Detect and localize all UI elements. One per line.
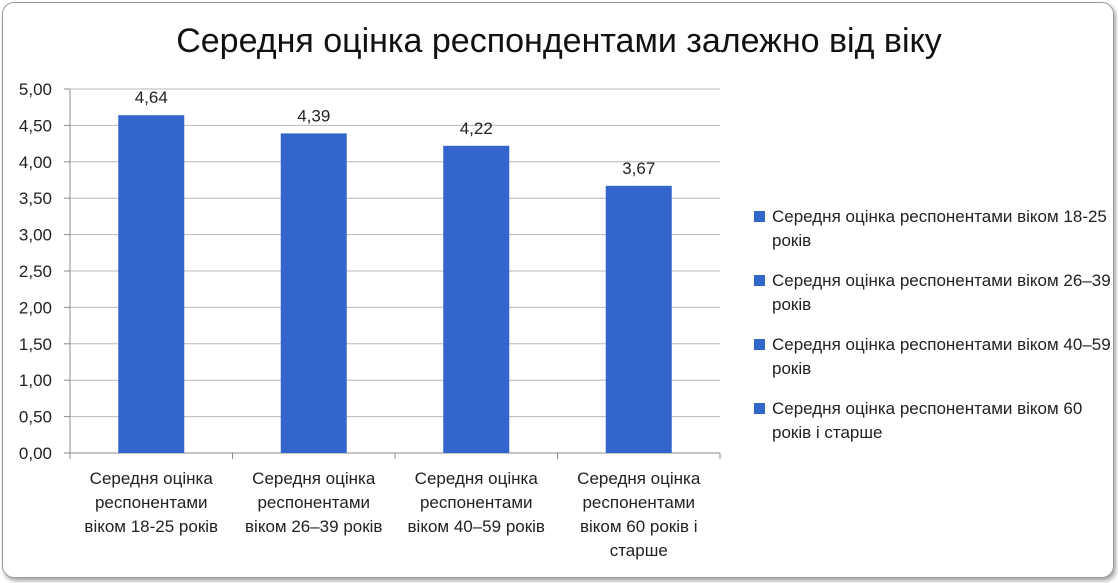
data-label: 4,64 [135,88,168,107]
legend-item: Середня оцінка респонентами віком 60 рок… [752,397,1112,461]
x-tick-label-line: респонентами [582,493,695,512]
y-tick-label: 1,00 [19,371,52,390]
x-tick-label-line: респонентами [420,493,533,512]
y-tick-label: 5,00 [19,80,52,99]
legend-label: Середня оцінка респонентами віком 26–39 … [772,271,1111,314]
legend-swatch [754,211,765,222]
data-label: 4,22 [460,119,493,138]
data-labels: 4,64 4,39 4,22 3,67 [135,88,656,178]
y-tick-label: 0,00 [19,444,52,463]
x-tick-label-line: Середня оцінка [415,469,539,488]
y-tick-label: 0,50 [19,408,52,427]
x-tick-label-line: віком 26–39 років [245,517,382,536]
y-tick-label: 1,50 [19,335,52,354]
legend-swatch [754,275,765,286]
data-label: 4,39 [297,106,330,125]
x-tick-label-line: респонентами [95,493,208,512]
x-tick-label-line: віком 40–59 років [408,517,545,536]
x-tick-label-line: старше [610,541,668,560]
x-tick-label-line: віком 60 років і [580,517,698,536]
legend-swatch [754,403,765,414]
legend: Середня оцінка респонентами віком 18-25 … [752,205,1112,461]
bars [118,115,672,453]
x-tick-label-line: Середня оцінка [252,469,376,488]
bar [443,145,510,453]
x-tick-label: Середня оцінка респонентами віком 26–39 ро… [245,469,382,536]
x-tick-label: Середня оцінка респонентами віком 18-25 ро… [84,469,218,536]
y-tick-labels: 0,00 0,50 1,00 1,50 2,00 2,50 3,00 3,50 4,00 4,50… [19,80,52,463]
y-tick-label: 2,50 [19,262,52,281]
data-label: 3,67 [622,159,655,178]
x-tick-label-line: респонентами [257,493,370,512]
legend-swatch [754,339,765,350]
y-tick-label: 2,00 [19,298,52,317]
y-tick-label: 3,00 [19,226,52,245]
bar [605,185,672,453]
x-tick-label: Середня оцінка респонентами віком 60 років… [577,469,701,560]
x-tick-label: Середня оцінка респонентами віком 40–59 ро… [408,469,545,536]
y-tick-label: 4,00 [19,153,52,172]
legend-item: Середня оцінка респонентами віком 18-25 … [752,205,1112,269]
legend-label: Середня оцінка респонентами віком 40–59 … [772,335,1111,378]
y-tick-label: 3,50 [19,189,52,208]
legend-label: Середня оцінка респонентами віком 18-25 … [772,207,1107,250]
x-tick-label-line: віком 18-25 років [84,517,218,536]
x-tick-labels: Середня оцінка респонентами віком 18-25 ро… [84,469,700,560]
x-tick-label-line: Середня оцінка [90,469,214,488]
legend-item: Середня оцінка респонентами віком 40–59 … [752,333,1112,397]
x-tick-label-line: Середня оцінка [577,469,701,488]
bar [280,133,347,453]
y-tick-label: 4,50 [19,116,52,135]
bar [118,115,185,453]
legend-item: Середня оцінка респонентами віком 26–39 … [752,269,1112,333]
chart-title: Середня оцінка респондентами залежно від… [176,22,942,60]
legend-label: Середня оцінка респонентами віком 60 рок… [772,399,1083,442]
